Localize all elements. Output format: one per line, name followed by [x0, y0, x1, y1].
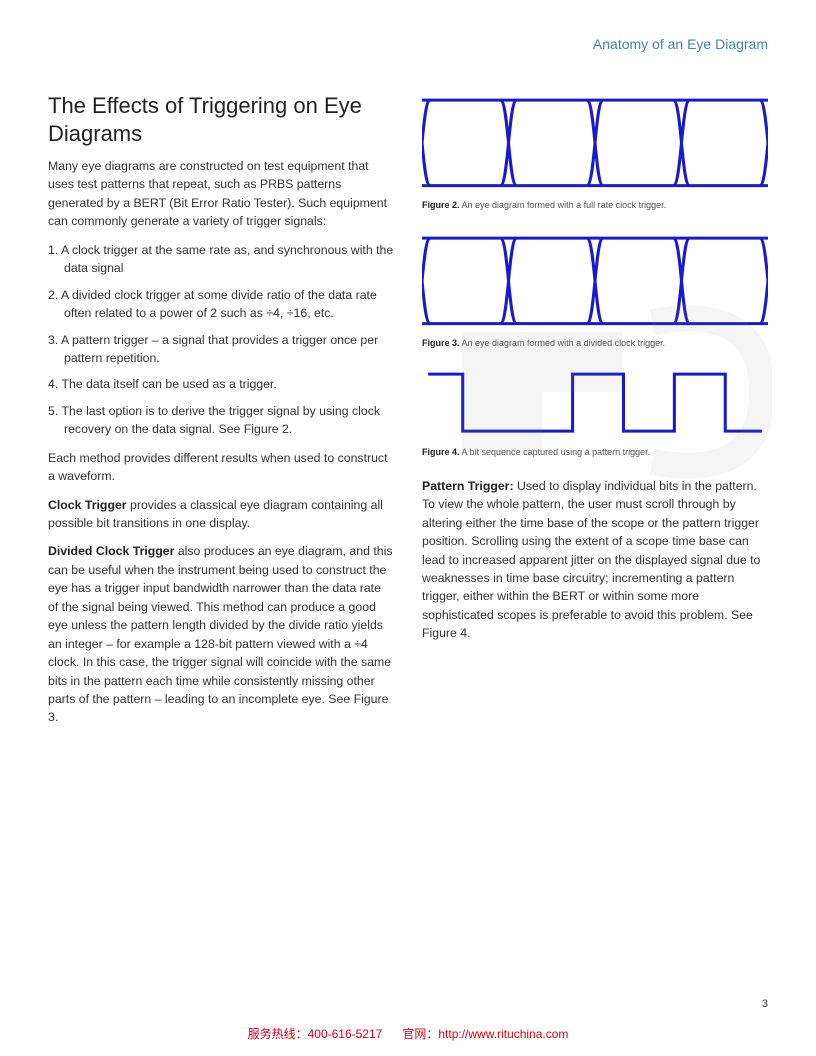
list-item: The data itself can be used as a trigger… — [48, 375, 394, 393]
figure-2-label: Figure 2. — [422, 200, 460, 210]
figure-4-caption: Figure 4. A bit sequence captured using … — [422, 447, 768, 457]
pattern-trigger-text: Used to display individual bits in the p… — [422, 479, 760, 641]
page-number: 3 — [762, 998, 768, 1010]
after-list-paragraph: Each method provides different results w… — [48, 449, 394, 486]
site-label: 官网： — [402, 1027, 438, 1041]
list-item: A pattern trigger – a signal that provid… — [48, 331, 394, 368]
pattern-trigger-paragraph: Pattern Trigger: Used to display individ… — [422, 477, 768, 643]
right-column: Figure 2. An eye diagram formed with a f… — [422, 92, 768, 737]
figure-2-caption-text: An eye diagram formed with a full rate c… — [460, 200, 667, 210]
clock-trigger-label: Clock Trigger — [48, 498, 127, 512]
divided-clock-text: also produces an eye diagram, and this c… — [48, 544, 392, 724]
header-running-title: Anatomy of an Eye Diagram — [48, 36, 768, 52]
figure-4-caption-text: A bit sequence captured using a pattern … — [460, 447, 651, 457]
eye-diagram-2 — [422, 92, 768, 194]
figure-3-caption: Figure 3. An eye diagram formed with a d… — [422, 338, 768, 348]
clock-trigger-paragraph: Clock Trigger provides a classical eye d… — [48, 496, 394, 533]
section-title: The Effects of Triggering on Eye Diagram… — [48, 92, 394, 147]
figure-4-label: Figure 4. — [422, 447, 460, 457]
figure-3-label: Figure 3. — [422, 338, 460, 348]
trigger-options-list: A clock trigger at the same rate as, and… — [48, 241, 394, 439]
figure-2: Figure 2. An eye diagram formed with a f… — [422, 92, 768, 210]
list-item: A clock trigger at the same rate as, and… — [48, 241, 394, 278]
bit-sequence-diagram — [422, 368, 768, 441]
figure-3: Figure 3. An eye diagram formed with a d… — [422, 230, 768, 348]
hotline-label: 服务热线： — [248, 1027, 308, 1041]
footer: 服务热线：400-616-5217 官网：http://www.rituchin… — [0, 1025, 816, 1042]
intro-paragraph: Many eye diagrams are constructed on tes… — [48, 157, 394, 231]
list-item: The last option is to derive the trigger… — [48, 402, 394, 439]
hotline-number: 400-616-5217 — [308, 1027, 383, 1041]
site-link[interactable]: http://www.rituchina.com — [438, 1027, 568, 1041]
figure-4: Figure 4. A bit sequence captured using … — [422, 368, 768, 457]
left-column: The Effects of Triggering on Eye Diagram… — [48, 92, 394, 737]
two-column-layout: The Effects of Triggering on Eye Diagram… — [48, 92, 768, 737]
divided-clock-paragraph: Divided Clock Trigger also produces an e… — [48, 542, 394, 726]
figure-3-caption-text: An eye diagram formed with a divided clo… — [460, 338, 666, 348]
page: Anatomy of an Eye Diagram The Effects of… — [0, 0, 816, 737]
pattern-trigger-label: Pattern Trigger: — [422, 479, 514, 493]
eye-diagram-3 — [422, 230, 768, 332]
divided-clock-label: Divided Clock Trigger — [48, 544, 174, 558]
figure-2-caption: Figure 2. An eye diagram formed with a f… — [422, 200, 768, 210]
list-item: A divided clock trigger at some divide r… — [48, 286, 394, 323]
